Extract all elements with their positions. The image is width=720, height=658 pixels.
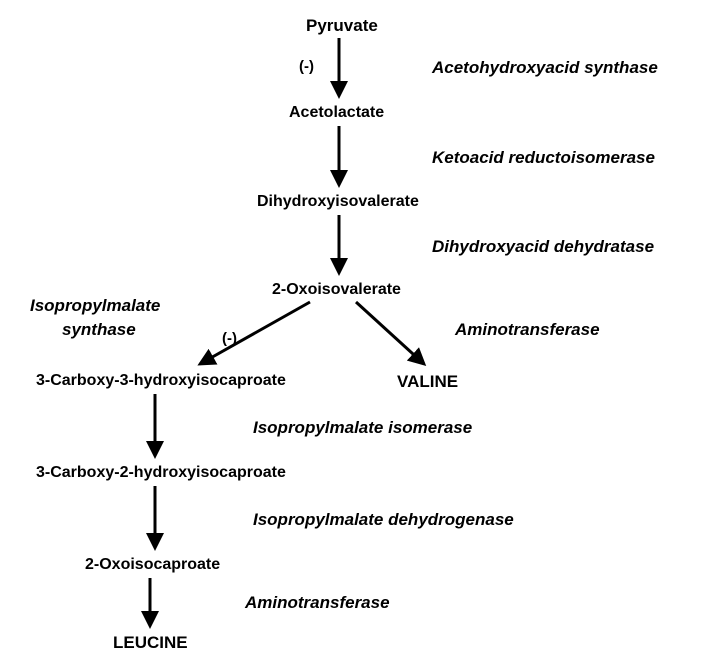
node-2-oxoisovalerate: 2-Oxoisovalerate [272,281,401,299]
enzyme-isopropylmalate-isomerase: Isopropylmalate isomerase [253,418,472,438]
node-3-carboxy-3-hydroxyisocaproate: 3-Carboxy-3-hydroxyisocaproate [36,372,286,390]
enzyme-aminotransferase-valine: Aminotransferase [455,320,600,340]
inhibition-marker-2: (-) [222,330,237,347]
enzyme-acetohydroxyacid-synthase: Acetohydroxyacid synthase [432,58,658,78]
node-dihydroxyisovalerate: Dihydroxyisovalerate [257,193,419,211]
edge-e5 [200,302,310,364]
enzyme-ketoacid-reductoisomerase: Ketoacid reductoisomerase [432,148,655,168]
enzyme-dihydroxyacid-dehydratase: Dihydroxyacid dehydratase [432,237,654,257]
edge-e4 [356,302,424,364]
node-leucine: LEUCINE [113,633,188,653]
node-3-carboxy-2-hydroxyisocaproate: 3-Carboxy-2-hydroxyisocaproate [36,464,286,482]
enzyme-isopropylmalate-synthase-line2: synthase [62,320,136,340]
inhibition-marker-1: (-) [299,58,314,75]
node-acetolactate: Acetolactate [289,104,384,122]
node-valine: VALINE [397,372,458,392]
node-pyruvate: Pyruvate [306,16,378,36]
pathway-diagram: Pyruvate Acetolactate Dihydroxyisovalera… [0,0,720,658]
node-2-oxoisocaproate: 2-Oxoisocaproate [85,556,220,574]
enzyme-aminotransferase-leucine: Aminotransferase [245,593,390,613]
enzyme-isopropylmalate-synthase-line1: Isopropylmalate [30,296,160,316]
enzyme-isopropylmalate-dehydrogenase: Isopropylmalate dehydrogenase [253,510,514,530]
